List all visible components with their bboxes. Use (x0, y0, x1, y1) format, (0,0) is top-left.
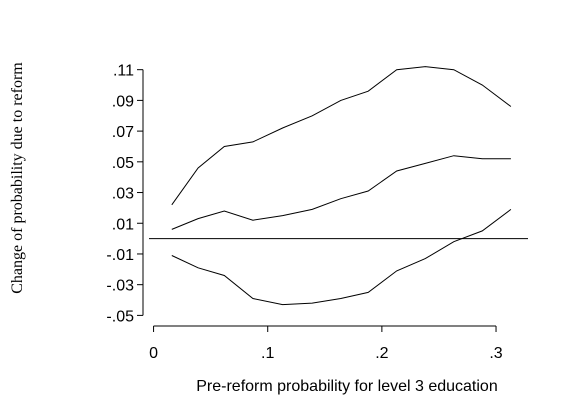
x-axis-title: Pre-reform probability for level 3 educa… (196, 378, 497, 395)
y-tick-label: -.03 (106, 278, 134, 295)
x-tick-label: .3 (489, 345, 502, 362)
plot-area (149, 66, 528, 306)
upper-bound-line (171, 66, 512, 206)
y-axis: .11 .09 .07 .05 .03 .01 -.01 -.03 -.05 (106, 63, 144, 325)
lower-bound-line (171, 209, 512, 306)
y-tick-label: .07 (112, 124, 134, 141)
y-tick-label: .09 (112, 93, 134, 110)
y-tick-label: -.01 (106, 247, 134, 264)
x-axis: 0 .1 .2 .3 (149, 325, 503, 362)
y-tick-label: .01 (112, 216, 134, 233)
y-tick-label: .05 (112, 155, 134, 172)
y-tick-label: -.05 (106, 308, 134, 325)
x-tick-label: 0 (149, 345, 158, 362)
y-tick-label: .03 (112, 186, 134, 203)
x-tick-label: .1 (261, 345, 274, 362)
x-tick-label: .2 (375, 345, 388, 362)
y-axis-title: Change of probability due to reform (9, 62, 26, 294)
estimate-line (171, 155, 511, 230)
y-tick-label: .11 (113, 63, 134, 80)
